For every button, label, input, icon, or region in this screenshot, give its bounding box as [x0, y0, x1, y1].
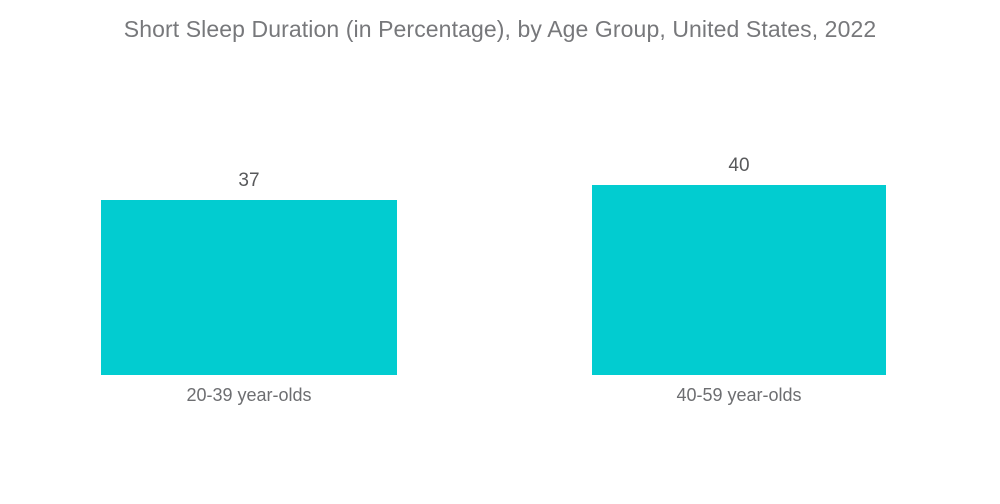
bar-category-label: 20-39 year-olds — [186, 385, 312, 405]
bar-group-20-39: 37 20-39 year-olds — [101, 0, 397, 504]
bar-group-40-59: 40 40-59 year-olds — [592, 0, 886, 504]
chart-title: Short Sleep Duration (in Percentage), by… — [123, 16, 877, 42]
bar-value-label: 40 — [728, 155, 750, 176]
bar-value-label: 37 — [238, 170, 260, 191]
bar-40-59 — [592, 185, 886, 375]
bar-category-label: 40-59 year-olds — [676, 385, 802, 405]
bar-20-39 — [101, 200, 397, 375]
